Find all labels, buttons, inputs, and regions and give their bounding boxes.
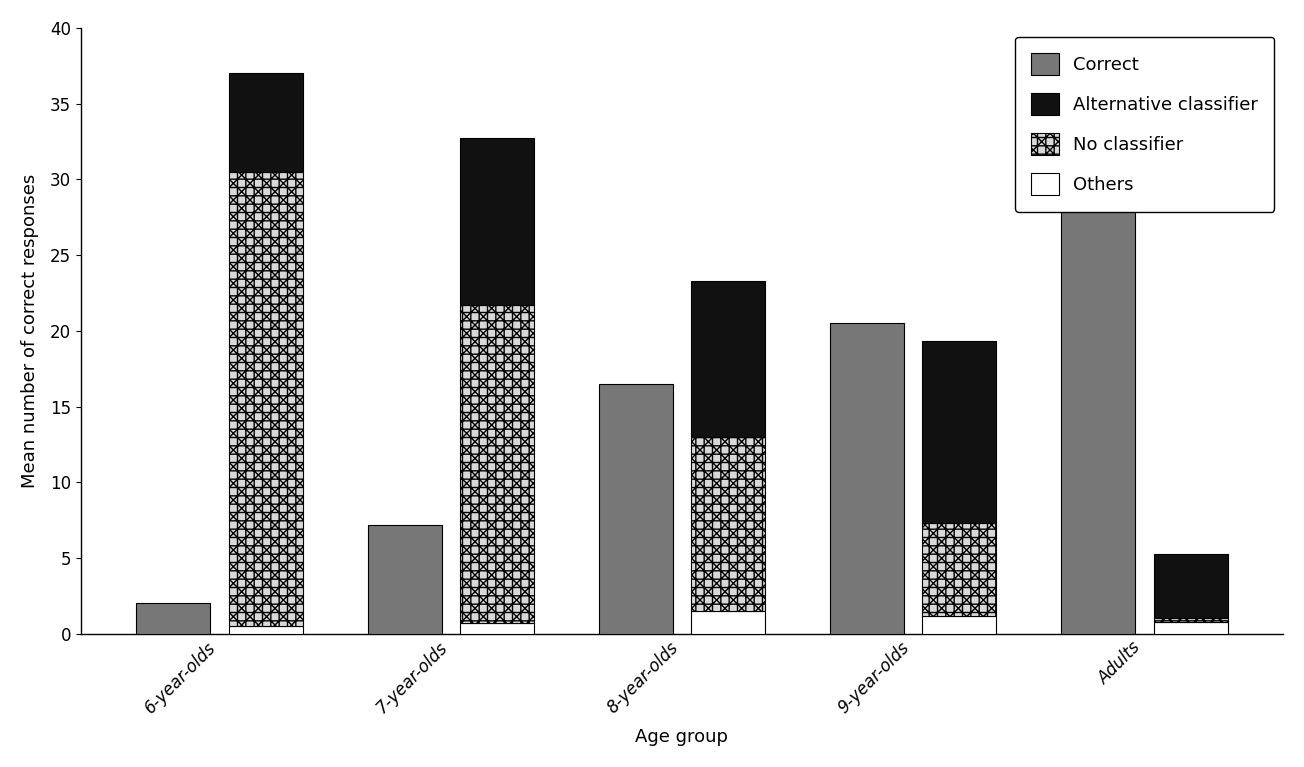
Bar: [691, 437, 765, 611]
Bar: [922, 616, 996, 634]
Bar: [228, 74, 303, 172]
Bar: [1154, 555, 1227, 618]
Bar: [922, 341, 996, 523]
Bar: [460, 138, 535, 305]
Bar: [691, 611, 765, 634]
Bar: [1061, 100, 1136, 634]
X-axis label: Age group: Age group: [635, 728, 729, 746]
Bar: [599, 384, 673, 634]
Bar: [460, 624, 535, 634]
Bar: [1154, 622, 1227, 634]
Y-axis label: Mean number of correct responses: Mean number of correct responses: [21, 173, 39, 488]
Bar: [460, 305, 535, 624]
Bar: [829, 323, 904, 634]
Bar: [691, 281, 765, 437]
Bar: [137, 604, 210, 634]
Bar: [368, 525, 442, 634]
Bar: [228, 172, 303, 626]
Bar: [228, 626, 303, 634]
Bar: [922, 523, 996, 616]
Bar: [1154, 618, 1227, 622]
Legend: Correct, Alternative classifier, No classifier, Others: Correct, Alternative classifier, No clas…: [1016, 37, 1274, 212]
